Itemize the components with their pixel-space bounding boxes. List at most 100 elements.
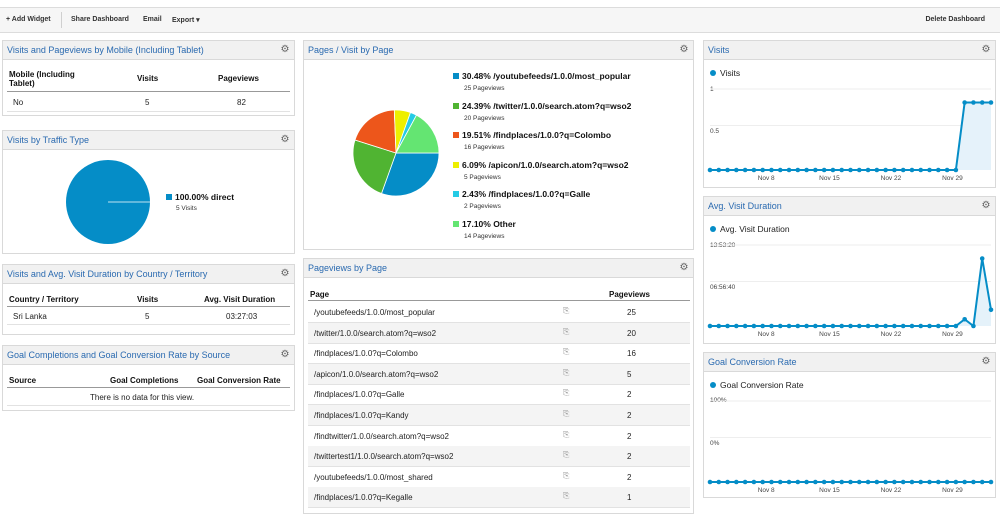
- data-point[interactable]: [795, 479, 801, 485]
- pie-slice[interactable]: [395, 114, 440, 154]
- data-point[interactable]: [874, 167, 880, 173]
- data-point[interactable]: [953, 479, 959, 485]
- data-point[interactable]: [769, 167, 774, 173]
- data-point[interactable]: [944, 323, 950, 329]
- data-point[interactable]: [918, 323, 924, 329]
- widget-header[interactable]: Goal Completions and Goal Conversion Rat…: [3, 346, 294, 365]
- data-point[interactable]: [707, 479, 713, 485]
- data-point[interactable]: [725, 167, 730, 173]
- data-point[interactable]: [883, 479, 888, 485]
- data-point[interactable]: [856, 323, 862, 329]
- data-point[interactable]: [953, 167, 959, 173]
- data-point[interactable]: [856, 479, 862, 485]
- gear-icon[interactable]: ⚙: [679, 262, 689, 273]
- data-point[interactable]: [830, 479, 836, 485]
- data-point[interactable]: [751, 479, 757, 485]
- data-point[interactable]: [769, 479, 774, 485]
- data-point[interactable]: [813, 167, 818, 173]
- data-point[interactable]: [734, 479, 739, 485]
- data-point[interactable]: [865, 323, 871, 329]
- data-point[interactable]: [865, 479, 871, 485]
- data-point[interactable]: [760, 323, 765, 329]
- data-point[interactable]: [962, 479, 967, 485]
- data-point[interactable]: [804, 479, 809, 485]
- data-point[interactable]: [918, 167, 924, 173]
- data-point[interactable]: [900, 323, 906, 329]
- data-point[interactable]: [883, 167, 888, 173]
- data-point[interactable]: [716, 323, 722, 329]
- widget-header[interactable]: Pageviews by Page ⚙: [304, 259, 693, 278]
- widget-header[interactable]: Visits ⚙: [704, 41, 995, 60]
- data-point[interactable]: [725, 323, 730, 329]
- data-point[interactable]: [760, 479, 765, 485]
- external-link-icon[interactable]: ⎘: [563, 450, 570, 460]
- gear-icon[interactable]: ⚙: [981, 44, 991, 55]
- data-point[interactable]: [918, 479, 924, 485]
- data-point[interactable]: [909, 167, 915, 173]
- data-point[interactable]: [962, 316, 967, 322]
- data-point[interactable]: [856, 167, 862, 173]
- data-point[interactable]: [716, 167, 722, 173]
- data-point[interactable]: [777, 479, 783, 485]
- data-point[interactable]: [830, 167, 836, 173]
- data-point[interactable]: [804, 167, 809, 173]
- data-point[interactable]: [707, 323, 713, 329]
- table-row-page-link[interactable]: /twittertest1/1.0.0/search.atom?q=wso2: [314, 452, 454, 462]
- data-point[interactable]: [874, 479, 880, 485]
- data-point[interactable]: [848, 167, 853, 173]
- data-point[interactable]: [936, 479, 941, 485]
- data-point[interactable]: [769, 323, 774, 329]
- widget-header[interactable]: Visits and Pageviews by Mobile (Includin…: [3, 41, 294, 60]
- data-point[interactable]: [839, 323, 845, 329]
- data-point[interactable]: [988, 479, 994, 485]
- external-link-icon[interactable]: ⎘: [563, 491, 570, 501]
- data-point[interactable]: [936, 323, 941, 329]
- data-point[interactable]: [795, 167, 801, 173]
- data-point[interactable]: [971, 323, 976, 329]
- table-row-page-link[interactable]: /findplaces/1.0.0?q=Kandy: [314, 411, 409, 420]
- data-point[interactable]: [988, 100, 994, 105]
- data-point[interactable]: [795, 323, 801, 329]
- table-row-page-link[interactable]: /findplaces/1.0.0?q=Galle: [314, 390, 405, 400]
- table-row-page-link[interactable]: /findplaces/1.0.0?q=Colombo: [314, 349, 418, 359]
- data-point[interactable]: [944, 479, 950, 485]
- data-point[interactable]: [892, 323, 897, 329]
- data-point[interactable]: [971, 479, 976, 485]
- pie-slice[interactable]: [352, 139, 397, 194]
- table-row-page-link[interactable]: /youtubefeeds/1.0.0/most_shared: [314, 472, 433, 482]
- data-point[interactable]: [707, 167, 713, 173]
- data-point[interactable]: [839, 479, 845, 485]
- data-point[interactable]: [848, 323, 853, 329]
- share-dashboard-button[interactable]: Share Dashboard: [71, 16, 129, 23]
- table-row-page-link[interactable]: /findtwitter/1.0.0/search.atom?q=wso2: [314, 431, 449, 441]
- table-row-page-link[interactable]: /twitter/1.0.0/search.atom?q=wso2: [314, 328, 437, 338]
- data-point[interactable]: [979, 256, 985, 261]
- data-point[interactable]: [725, 479, 730, 485]
- data-point[interactable]: [734, 167, 739, 173]
- gear-icon[interactable]: ⚙: [981, 200, 991, 211]
- data-point[interactable]: [751, 167, 757, 173]
- data-point[interactable]: [839, 167, 845, 173]
- widget-header[interactable]: Visits and Avg. Visit Duration by Countr…: [3, 265, 294, 284]
- data-point[interactable]: [962, 100, 967, 105]
- delete-dashboard-button[interactable]: Delete Dashboard: [925, 16, 985, 23]
- external-link-icon[interactable]: ⎘: [563, 388, 570, 398]
- data-point[interactable]: [742, 167, 748, 173]
- data-point[interactable]: [742, 323, 748, 329]
- data-point[interactable]: [777, 323, 783, 329]
- data-point[interactable]: [813, 479, 818, 485]
- data-point[interactable]: [813, 323, 818, 329]
- data-point[interactable]: [988, 307, 994, 313]
- data-point[interactable]: [900, 167, 906, 173]
- data-point[interactable]: [742, 479, 748, 485]
- external-link-icon[interactable]: ⎘: [563, 306, 570, 315]
- data-point[interactable]: [892, 167, 897, 173]
- data-point[interactable]: [848, 479, 853, 485]
- data-point[interactable]: [909, 479, 915, 485]
- table-row-page-link[interactable]: /apicon/1.0.0/search.atom?q=wso2: [314, 369, 439, 379]
- external-link-icon[interactable]: ⎘: [563, 409, 570, 418]
- data-point[interactable]: [804, 323, 809, 329]
- data-point[interactable]: [734, 323, 739, 329]
- external-link-icon[interactable]: ⎘: [563, 429, 570, 439]
- pie-slice[interactable]: [354, 109, 397, 154]
